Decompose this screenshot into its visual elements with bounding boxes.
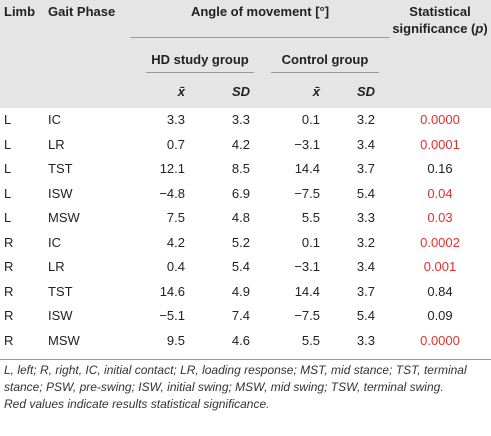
cell: −7.5	[294, 308, 320, 323]
p-value: 0.001	[423, 259, 457, 274]
cell: 5.4	[231, 259, 250, 274]
cell: 4.9	[231, 283, 250, 299]
cell: TST	[48, 283, 73, 299]
rule	[146, 72, 254, 73]
cell: 7.4	[231, 308, 250, 323]
cell: 5.5	[301, 332, 320, 348]
cell: LR	[48, 136, 65, 152]
header-text: )	[483, 21, 488, 36]
cell: 0.1	[301, 112, 320, 127]
p-value: 0.84	[427, 283, 453, 299]
cell: ISW	[48, 308, 73, 323]
cell: L	[4, 136, 12, 152]
p-value: 0.0001	[420, 136, 460, 152]
cell: 0.1	[301, 234, 320, 250]
rule	[130, 37, 390, 38]
cell: 3.4	[356, 136, 375, 152]
cell: 5.2	[231, 234, 250, 250]
cell: 0.7	[166, 136, 185, 152]
group-label: Control group	[281, 52, 369, 67]
p-value: 0.09	[427, 308, 453, 323]
header-cell: Statistical	[409, 4, 471, 19]
cell: 3.7	[356, 161, 375, 176]
cell: L	[4, 210, 12, 225]
p-value: 0.04	[427, 185, 453, 201]
cell: 14.4	[294, 283, 320, 299]
cell: R	[4, 259, 14, 274]
p-value: 0.0000	[420, 332, 460, 348]
footnote-line: L, left; R, right, IC, initial contact; …	[4, 363, 467, 394]
cell: 3.4	[356, 259, 375, 274]
p-value: 0.03	[427, 210, 453, 225]
cell: R	[4, 283, 14, 299]
cell: 5.4	[356, 308, 375, 323]
cell: L	[4, 112, 12, 127]
cell: IC	[48, 234, 61, 250]
cell: −3.1	[294, 136, 320, 152]
cell: 14.4	[294, 161, 320, 176]
cell: MSW	[48, 332, 80, 348]
cell: IC	[48, 112, 61, 127]
header-cell: Limb	[4, 4, 36, 19]
cell: 7.5	[166, 210, 185, 225]
stat-label: x̄	[177, 84, 185, 99]
p-value: 0.16	[427, 161, 453, 176]
header-band	[0, 0, 491, 108]
header-cell: Angle of movement [°]	[190, 4, 330, 19]
cell: 4.6	[231, 332, 250, 348]
header-text: p	[475, 21, 484, 36]
header-text: significance (	[392, 21, 476, 36]
cell: 5.5	[301, 210, 320, 225]
footnote: L, left; R, right, IC, initial contact; …	[4, 362, 484, 413]
cell: ISW	[48, 185, 73, 201]
header-cell: Gait Phase	[48, 4, 116, 19]
cell: L	[4, 185, 12, 201]
rule	[271, 72, 379, 73]
cell: 5.4	[356, 185, 375, 201]
stat-label: SD	[356, 84, 375, 99]
rule	[0, 359, 491, 360]
cell: R	[4, 332, 14, 348]
cell: 0.4	[166, 259, 185, 274]
cell: 8.5	[231, 161, 250, 176]
cell: −7.5	[294, 185, 320, 201]
cell: 3.3	[231, 112, 250, 127]
cell: LR	[48, 259, 65, 274]
cell: 14.6	[159, 283, 185, 299]
cell: −5.1	[159, 308, 185, 323]
cell: 3.7	[356, 283, 375, 299]
p-value: 0.0002	[420, 234, 460, 250]
cell: 3.3	[166, 112, 185, 127]
cell: MSW	[48, 210, 80, 225]
cell: 9.5	[166, 332, 185, 348]
cell: 4.2	[231, 136, 250, 152]
cell: 4.8	[231, 210, 250, 225]
footnote-line: Red values indicate results statistical …	[4, 397, 270, 411]
cell: R	[4, 234, 14, 250]
cell: 12.1	[159, 161, 185, 176]
cell: 3.2	[356, 112, 375, 127]
header-cell: significance (p)	[390, 21, 490, 37]
stat-label: x̄	[312, 84, 320, 99]
stat-label: SD	[231, 84, 250, 99]
cell: 3.2	[356, 234, 375, 250]
cell: 3.3	[356, 210, 375, 225]
cell: −3.1	[294, 259, 320, 274]
group-label: HD study group	[151, 52, 249, 67]
p-value: 0.0000	[420, 112, 460, 127]
cell: 4.2	[166, 234, 185, 250]
cell: 3.3	[356, 332, 375, 348]
cell: R	[4, 308, 14, 323]
cell: L	[4, 161, 12, 176]
cell: 6.9	[231, 185, 250, 201]
cell: −4.8	[159, 185, 185, 201]
cell: TST	[48, 161, 73, 176]
